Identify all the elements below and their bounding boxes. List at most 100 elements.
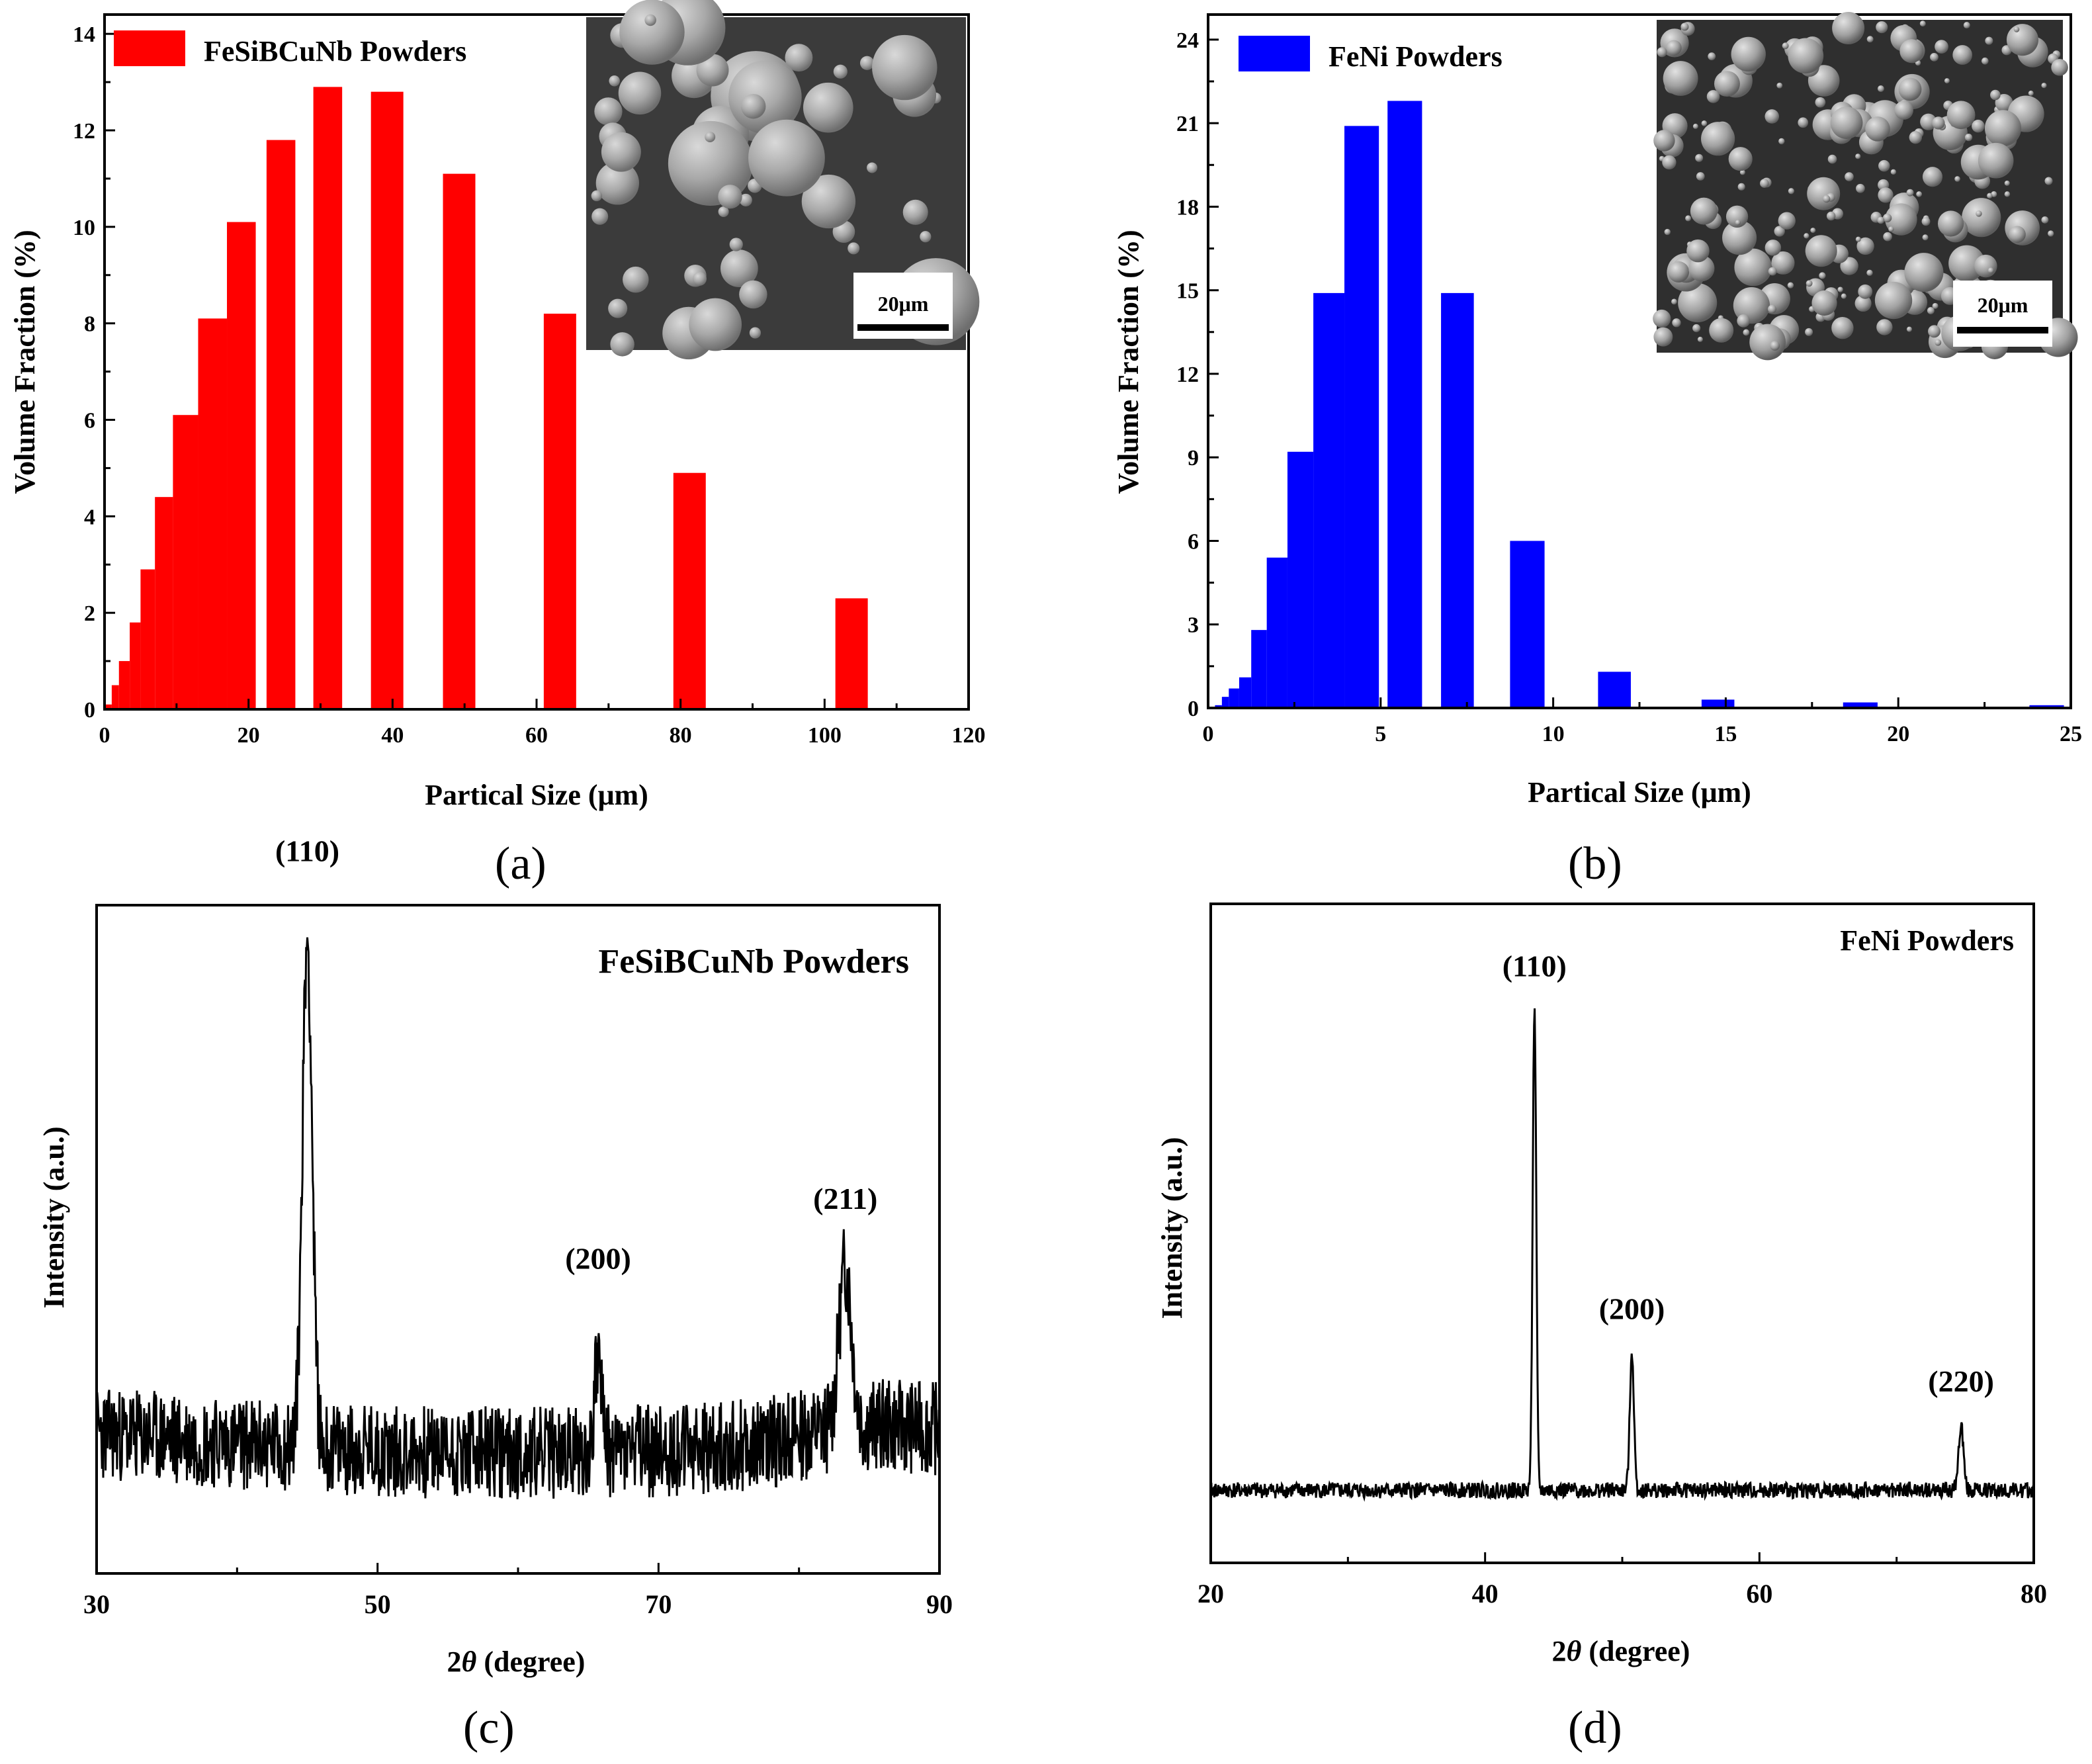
sem-particle (1883, 232, 1892, 242)
sem-particle (1906, 326, 1912, 332)
sem-particle (1735, 220, 1741, 226)
sem-particle (1697, 336, 1703, 342)
sem-particle (848, 242, 860, 255)
sem-particle (1701, 122, 1735, 156)
sem-particle (1731, 36, 1766, 72)
sem-particle (720, 249, 758, 288)
sem-particle (1737, 183, 1745, 191)
panel-a-xtick-label: 60 (525, 723, 548, 748)
sem-particle (1739, 169, 1745, 175)
sem-particle (1856, 237, 1874, 255)
sem-particle (872, 34, 937, 101)
sem-particle (1987, 193, 1993, 198)
panel-b-bar (1313, 292, 1345, 708)
panel-a-xtick-label: 0 (99, 723, 110, 748)
sem-particle (1672, 318, 1681, 328)
panel-a-bar (140, 569, 155, 709)
sem-particle (718, 185, 742, 209)
sem-particle (1807, 177, 1841, 210)
sem-particle (591, 208, 609, 225)
sem-particle (785, 44, 813, 72)
panel-a-ytick-label: 0 (84, 698, 95, 723)
sem-particle (1909, 131, 1922, 144)
panel-d-xtick-label: 40 (1472, 1579, 1499, 1609)
sem-particle (1922, 167, 1943, 187)
panel-a-scalebar (857, 324, 949, 331)
panel-a-sem-inset: 20μm (586, 0, 980, 360)
sem-particle (803, 82, 853, 133)
sem-particle (1985, 36, 1993, 45)
sem-particle (2041, 83, 2047, 89)
sem-particle (1954, 176, 1960, 182)
panel-a-xtick-label: 100 (808, 723, 842, 748)
sem-particle (1722, 220, 1757, 255)
panel-b-xtick-label: 0 (1203, 722, 1214, 746)
sem-particle (749, 327, 762, 339)
panel-a-bar (118, 661, 130, 709)
sem-particle (1692, 123, 1698, 129)
panel-a-ytick-label: 12 (73, 119, 95, 144)
sem-particle (729, 238, 743, 251)
sem-particle (1865, 116, 1890, 142)
panel-a-bar (370, 91, 404, 709)
sem-particle (1927, 307, 1935, 314)
panel-c-xrd: 30 50 70 90 (110) (200) (211) FeSiBCuNb Powde… (38, 834, 953, 1753)
sem-particle (693, 271, 707, 286)
sem-particle (2009, 226, 2026, 243)
sem-particle (1948, 245, 1985, 282)
panel-a-bar (313, 87, 343, 709)
panel-a-legend-swatch (114, 30, 185, 66)
panel-a-xtick-label: 20 (238, 723, 260, 748)
sem-particle (1788, 188, 1794, 195)
sem-particle (1854, 294, 1872, 312)
sem-particle (740, 93, 766, 119)
sem-particle (1765, 240, 1782, 256)
sem-particle (1671, 298, 1677, 305)
panel-a-ytick-label: 6 (84, 409, 95, 433)
sem-particle (1890, 169, 1897, 175)
panel-b-label: (b) (1568, 838, 1622, 889)
sem-particle (689, 298, 742, 351)
sem-particle (1765, 109, 1780, 124)
panel-b-ytick-label: 3 (1188, 613, 1199, 638)
sem-particle (1932, 116, 1945, 130)
panel-a-legend: FeSiBCuNb Powders (114, 30, 466, 67)
sem-particle (1963, 22, 1970, 29)
sem-particle (1805, 328, 1813, 336)
sem-particle (1856, 183, 1865, 193)
sem-particle (1823, 195, 1831, 203)
sem-particle (1991, 191, 1997, 197)
sem-particle (644, 14, 656, 26)
panel-c-ylabel: Intensity (a.u.) (38, 1126, 70, 1308)
sem-particle (696, 54, 729, 87)
sem-particle (2048, 230, 2054, 237)
sem-particle (1706, 90, 1720, 103)
sem-particle (1990, 89, 2001, 101)
sem-particle (1878, 159, 1890, 172)
sem-particle (705, 131, 716, 142)
sem-particle (1690, 197, 1718, 225)
sem-particle (591, 190, 603, 202)
sem-particle (2028, 90, 2034, 96)
sem-particle (1657, 47, 1667, 58)
sem-particle (1776, 82, 1783, 89)
sem-particle (2004, 191, 2011, 197)
panel-b-legend-text: FeNi Powders (1329, 40, 1503, 73)
sem-particle (1709, 318, 1734, 343)
panel-b-bar (1287, 451, 1314, 708)
sem-particle (1888, 226, 1894, 232)
panel-a-bar (673, 472, 706, 709)
sem-particle (801, 174, 856, 229)
sem-particle (1935, 40, 1948, 54)
panel-d-title: FeNi Powders (1840, 924, 2014, 957)
sem-particle (1932, 302, 1939, 309)
sem-particle (1935, 339, 1942, 346)
panel-b-ytick-label: 18 (1176, 195, 1199, 220)
panel-d-ylabel: Intensity (a.u.) (1156, 1137, 1188, 1319)
sem-particle (2006, 24, 2039, 56)
panel-a-ylabel: Volume Fraction (%) (9, 230, 41, 494)
panel-b-ytick-label: 6 (1188, 529, 1199, 554)
sem-particle (610, 332, 634, 357)
sem-particle (1804, 233, 1809, 239)
